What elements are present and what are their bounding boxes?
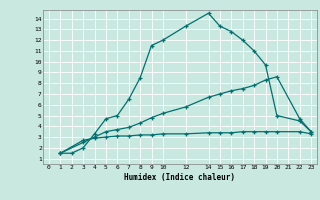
X-axis label: Humidex (Indice chaleur): Humidex (Indice chaleur) [124, 173, 236, 182]
